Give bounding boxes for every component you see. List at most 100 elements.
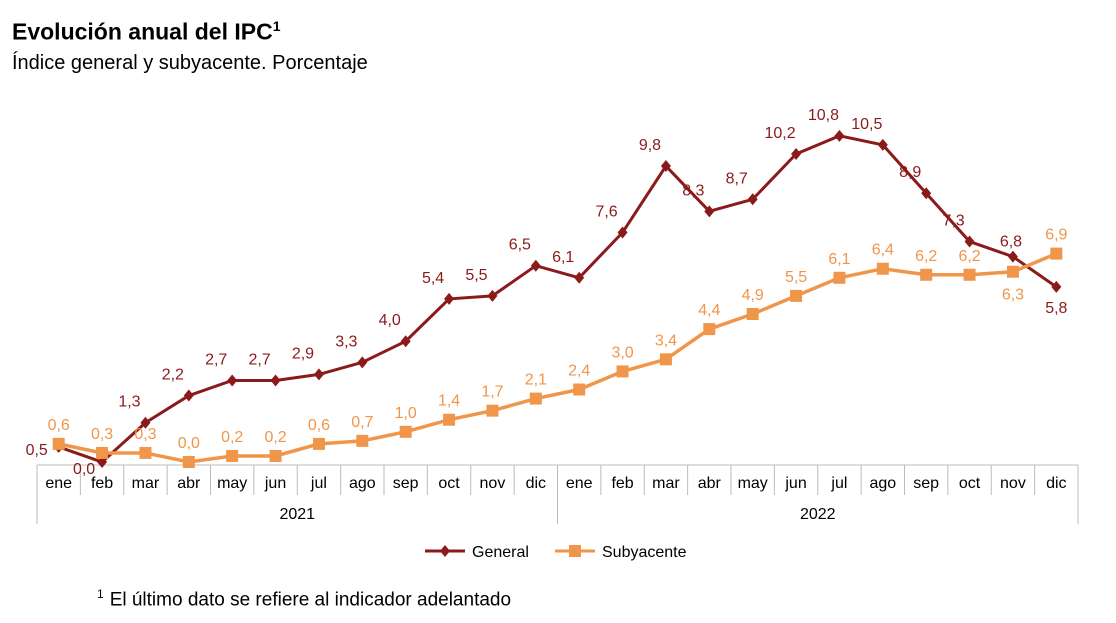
footnote: 1 El último dato se refiere al indicador … — [97, 587, 512, 611]
x-tick-label: sep — [393, 475, 419, 492]
x-tick-label: nov — [1000, 475, 1026, 492]
data-point-general — [227, 374, 238, 387]
data-point-general — [791, 147, 802, 160]
data-label-general: 5,5 — [465, 267, 487, 284]
data-label-subyacente: 0,3 — [91, 426, 113, 443]
data-point-general — [487, 289, 498, 302]
data-point-general — [747, 193, 758, 206]
x-tick-label: dic — [1046, 475, 1066, 492]
x-tick-label: mar — [652, 475, 680, 492]
legend-label: Subyacente — [602, 544, 687, 561]
data-label-subyacente: 6,4 — [872, 242, 894, 259]
x-tick-label: ene — [566, 475, 593, 492]
chart-title: Evolución anual del IPC1 — [12, 18, 281, 45]
data-label-general: 8,3 — [682, 182, 704, 199]
data-label-general: 2,2 — [162, 367, 184, 384]
data-point-general — [1007, 250, 1018, 263]
data-label-subyacente: 1,0 — [395, 405, 417, 422]
x-tick-label: mar — [132, 475, 160, 492]
data-point-subyacente — [963, 268, 976, 281]
data-point-subyacente — [746, 308, 759, 321]
data-point-subyacente — [269, 449, 282, 462]
data-point-subyacente — [443, 413, 456, 426]
data-label-subyacente: 6,1 — [828, 251, 850, 268]
data-point-subyacente — [356, 434, 369, 447]
data-point-subyacente — [96, 446, 109, 459]
data-point-subyacente — [616, 365, 629, 378]
x-tick-label: abr — [698, 475, 722, 492]
x-tick-label: jul — [830, 475, 847, 492]
data-point-general — [574, 271, 585, 284]
data-point-subyacente — [182, 456, 195, 468]
data-label-subyacente: 5,5 — [785, 269, 807, 286]
data-label-general: 7,3 — [942, 213, 964, 230]
data-label-subyacente: 3,4 — [655, 332, 677, 349]
x-tick-label: ago — [869, 475, 896, 492]
data-label-subyacente: 0,3 — [134, 426, 156, 443]
data-label-subyacente: 0,6 — [48, 417, 70, 434]
data-point-subyacente — [312, 437, 325, 450]
legend-marker-subyacente — [569, 545, 581, 557]
data-label-subyacente: 4,9 — [742, 287, 764, 304]
data-point-subyacente — [1006, 265, 1019, 278]
data-point-general — [270, 374, 281, 387]
x-tick-label: may — [738, 475, 768, 492]
data-label-subyacente: 0,2 — [264, 429, 286, 446]
data-label-general: 7,6 — [595, 203, 617, 220]
data-label-subyacente: 0,2 — [221, 429, 243, 446]
data-point-subyacente — [1050, 247, 1063, 260]
x-tick-label: abr — [177, 475, 201, 492]
data-point-subyacente — [659, 353, 672, 366]
data-label-general: 10,5 — [851, 116, 882, 133]
legend-marker-general — [440, 545, 450, 557]
data-point-general — [97, 456, 108, 468]
data-label-subyacente: 0,6 — [308, 417, 330, 434]
legend-label: General — [472, 544, 529, 561]
data-point-general — [183, 389, 194, 402]
chart-subtitle: Índice general y subyacente. Porcentaje — [12, 52, 368, 74]
data-point-subyacente — [486, 404, 499, 417]
data-point-subyacente — [139, 446, 152, 459]
data-point-general — [964, 235, 975, 248]
data-point-subyacente — [790, 289, 803, 302]
x-group-label: 2022 — [800, 506, 836, 523]
data-label-general: 9,8 — [639, 137, 661, 154]
data-label-subyacente: 2,4 — [568, 363, 590, 380]
data-point-subyacente — [833, 271, 846, 284]
x-tick-label: oct — [959, 475, 981, 492]
data-point-subyacente — [529, 392, 542, 405]
data-label-subyacente: 6,9 — [1045, 227, 1067, 244]
data-point-general — [400, 335, 411, 348]
data-point-subyacente — [226, 449, 239, 462]
data-label-subyacente: 6,3 — [1002, 287, 1024, 304]
data-point-general — [834, 129, 845, 142]
data-point-general — [877, 138, 888, 151]
x-tick-label: feb — [91, 475, 113, 492]
data-label-general: 0,5 — [26, 442, 48, 459]
x-tick-label: jul — [310, 475, 327, 492]
data-label-general: 6,8 — [1000, 234, 1022, 251]
data-label-general: 4,0 — [379, 312, 401, 329]
data-point-general — [921, 187, 932, 200]
data-label-general: 3,3 — [335, 333, 357, 350]
data-point-general — [617, 226, 628, 239]
x-tick-label: ene — [45, 475, 72, 492]
data-label-subyacente: 0,0 — [178, 435, 200, 452]
data-label-general: 6,1 — [552, 249, 574, 266]
data-point-subyacente — [399, 425, 412, 438]
data-label-subyacente: 4,4 — [698, 302, 720, 319]
x-tick-label: dic — [526, 475, 546, 492]
data-label-general: 2,7 — [248, 351, 270, 368]
data-point-general — [1051, 280, 1062, 293]
x-tick-label: oct — [438, 475, 460, 492]
data-point-general — [140, 416, 151, 429]
x-tick-label: may — [217, 475, 247, 492]
data-label-general: 1,3 — [118, 394, 140, 411]
x-tick-label: jun — [784, 475, 806, 492]
data-label-subyacente: 2,1 — [525, 372, 547, 389]
x-tick-label: nov — [480, 475, 506, 492]
x-group-label: 2021 — [279, 506, 315, 523]
data-label-general: 6,5 — [509, 237, 531, 254]
data-label-general: 8,7 — [726, 170, 748, 187]
